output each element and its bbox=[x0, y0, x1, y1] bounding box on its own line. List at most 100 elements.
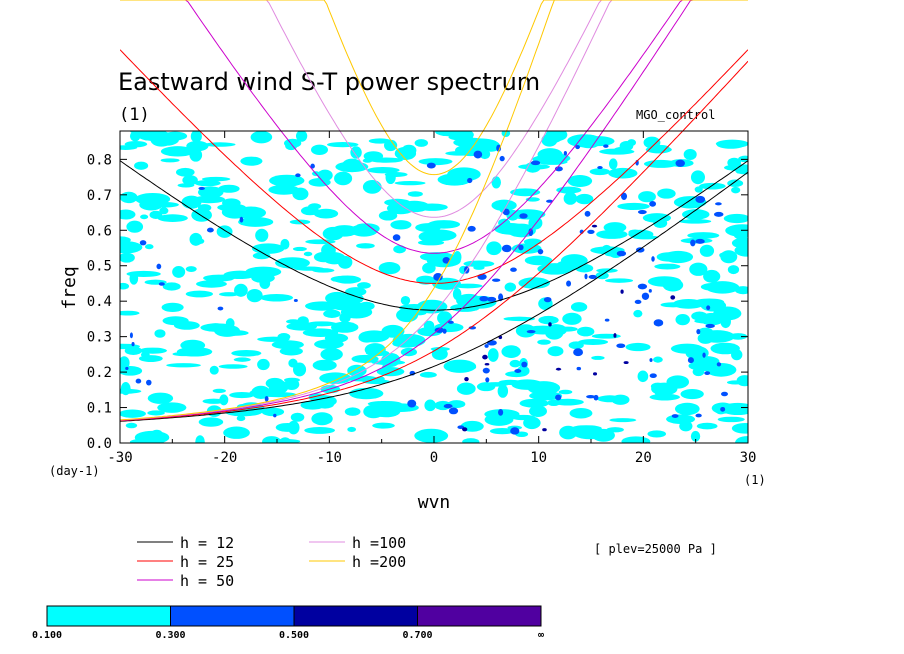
contour-low bbox=[126, 220, 144, 233]
contour-low bbox=[355, 223, 380, 234]
contour-low bbox=[194, 179, 221, 187]
contour-mid bbox=[576, 348, 581, 352]
contour-low bbox=[424, 399, 436, 412]
contour-low bbox=[126, 270, 161, 278]
chart-title: Eastward wind S-T power spectrum bbox=[118, 68, 540, 96]
contour-low bbox=[260, 392, 297, 398]
contour-low bbox=[632, 235, 659, 240]
contour-mid bbox=[584, 210, 591, 217]
contour-low bbox=[193, 195, 226, 204]
contour-low bbox=[362, 158, 373, 163]
contour-low bbox=[645, 145, 672, 154]
contour-low bbox=[203, 142, 236, 147]
contour-low bbox=[251, 243, 285, 254]
contour-low bbox=[177, 183, 195, 188]
contour-mid bbox=[443, 403, 453, 409]
contour-low bbox=[219, 292, 239, 297]
contour-low bbox=[175, 167, 195, 177]
contour-low bbox=[344, 407, 361, 416]
contour-low bbox=[625, 342, 651, 352]
contour-mid bbox=[603, 144, 609, 148]
contour-mid bbox=[239, 216, 244, 223]
contour-low bbox=[162, 282, 181, 291]
contour-low bbox=[268, 438, 301, 443]
contour-low bbox=[378, 210, 398, 221]
contour-mid bbox=[713, 211, 724, 217]
contour-low bbox=[371, 406, 401, 418]
contour-low bbox=[326, 142, 359, 148]
contour-low bbox=[182, 175, 198, 186]
contour-low bbox=[284, 377, 300, 383]
curve-h12-ig bbox=[120, 160, 748, 311]
contour-low bbox=[705, 362, 737, 377]
contour-low bbox=[498, 218, 511, 228]
colorbar-label: ∞ bbox=[538, 630, 544, 641]
y-tick-label: 0.5 bbox=[87, 259, 112, 275]
contour-high bbox=[482, 354, 488, 360]
contour-low bbox=[687, 232, 720, 239]
contour-mid bbox=[442, 256, 451, 264]
contour-low bbox=[518, 163, 550, 170]
contour-low bbox=[538, 315, 559, 325]
contour-low bbox=[680, 389, 704, 400]
contour-mid bbox=[584, 273, 588, 280]
contour-low bbox=[382, 363, 391, 373]
contour-low bbox=[529, 391, 563, 401]
contour-mid bbox=[695, 195, 706, 203]
contour-mid bbox=[543, 296, 552, 303]
contour-mid bbox=[510, 267, 517, 272]
contour-low bbox=[260, 293, 294, 302]
contour-low bbox=[481, 140, 501, 152]
contour-high bbox=[462, 427, 468, 432]
contour-low bbox=[462, 438, 480, 443]
contour-high bbox=[464, 377, 469, 382]
contour-mid bbox=[546, 199, 554, 203]
contour-low bbox=[409, 310, 427, 316]
contour-mid bbox=[156, 263, 162, 270]
contour-mid bbox=[526, 329, 536, 334]
contour-low bbox=[185, 266, 197, 272]
contour-low bbox=[400, 295, 411, 306]
contour-low bbox=[190, 237, 205, 245]
contour-low bbox=[295, 131, 308, 142]
contour-low bbox=[682, 209, 710, 220]
contour-low bbox=[414, 428, 449, 443]
contour-low bbox=[159, 207, 169, 215]
contour-mid bbox=[273, 413, 277, 418]
contour-low bbox=[727, 179, 744, 188]
contour-low bbox=[570, 302, 588, 312]
colorbar-segment bbox=[46, 605, 171, 627]
x-tick-label: 30 bbox=[740, 450, 757, 466]
contour-low bbox=[345, 287, 367, 297]
contour-low bbox=[575, 193, 594, 205]
contour-low bbox=[394, 180, 426, 186]
x-tick-label: -30 bbox=[107, 450, 132, 466]
contour-low bbox=[617, 202, 650, 210]
contour-mid bbox=[392, 234, 401, 241]
contour-low bbox=[190, 131, 202, 143]
contour-mid bbox=[704, 371, 711, 376]
contour-low bbox=[575, 264, 594, 273]
contour-mid bbox=[651, 256, 655, 262]
contour-low bbox=[311, 144, 329, 155]
contour-low bbox=[662, 278, 684, 292]
contour-low bbox=[197, 186, 224, 199]
contour-low bbox=[317, 169, 333, 182]
contour-low bbox=[286, 319, 301, 324]
x-unit-label: (1) bbox=[744, 473, 766, 487]
contour-low bbox=[303, 251, 313, 257]
contour-low bbox=[125, 422, 138, 429]
contour-mid bbox=[671, 414, 679, 418]
contour-mid bbox=[649, 373, 657, 379]
contour-low bbox=[319, 372, 352, 384]
contour-mid bbox=[146, 379, 152, 386]
contour-mid bbox=[467, 225, 476, 232]
contour-low bbox=[578, 339, 609, 345]
contour-low bbox=[638, 191, 656, 203]
contour-low bbox=[515, 324, 536, 338]
contour-low bbox=[257, 358, 270, 371]
contour-low bbox=[509, 359, 521, 368]
contour-mid bbox=[720, 406, 726, 412]
contour-low bbox=[705, 281, 740, 294]
legend-label-h100: h =100 bbox=[352, 534, 406, 552]
